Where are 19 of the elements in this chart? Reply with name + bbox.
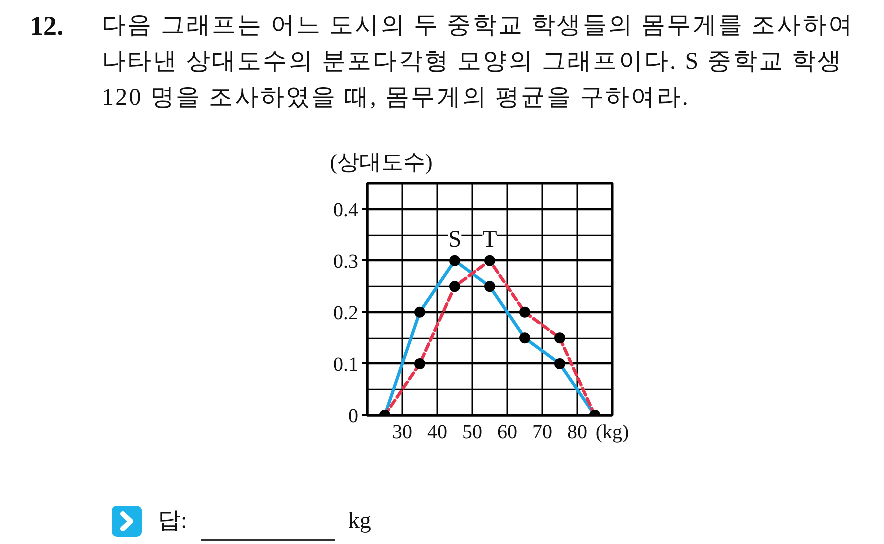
text: kg: [348, 507, 372, 535]
x-tick-label: 80: [568, 422, 588, 444]
series-label: T: [482, 226, 498, 253]
y-tick-label: 0.1: [334, 354, 358, 376]
series-label: S: [448, 226, 462, 253]
chart-subtitle: 다음 그래프는 어느 도시의 두 중학교 학생들의 몸무게를 조사하여 나타낸 상대도수의 분포다각형 모양의 그래프이다. S 중학교 학생 120 명을 조사하였을 때, 몸무게의 평균을 구하여라.: [102, 12, 855, 113]
y-tick-label: 0: [348, 406, 358, 428]
x-tick-label: 70: [532, 422, 552, 444]
x-tick-label: 30: [392, 422, 412, 444]
text: 12.: [30, 10, 65, 43]
y-axis-title: (상대도수): [330, 150, 433, 174]
text: 답:: [158, 507, 188, 535]
y-tick-label: 0.4: [334, 199, 358, 222]
x-tick-label: 60: [498, 422, 518, 444]
y-tick-label: 0.3: [334, 250, 358, 273]
x-axis-title: (kg): [596, 422, 630, 444]
x-tick-label: 50: [462, 422, 482, 444]
y-tick-label: 0.2: [334, 302, 358, 324]
x-tick-label: 40: [428, 422, 448, 444]
